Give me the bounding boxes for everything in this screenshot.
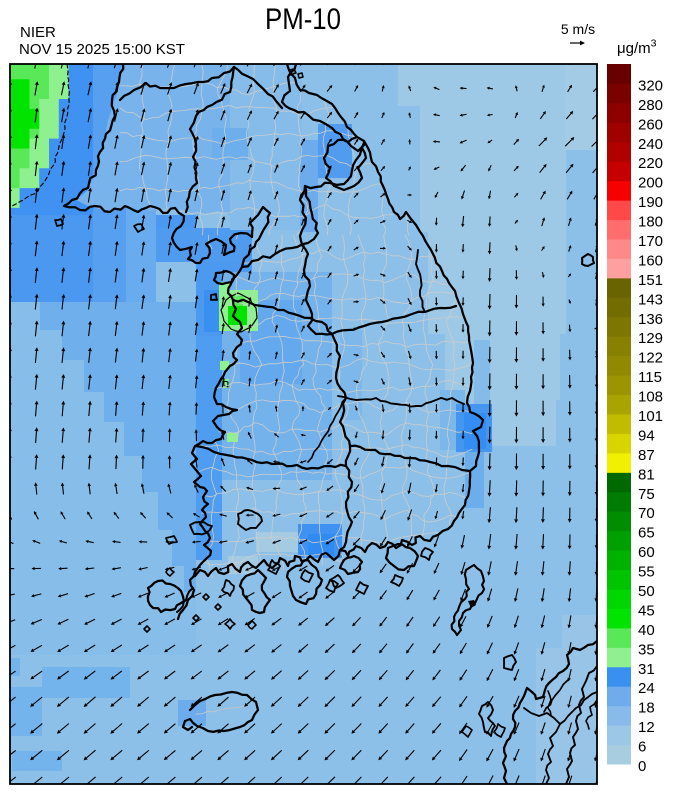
svg-text:81: 81 xyxy=(638,466,655,483)
svg-text:31: 31 xyxy=(638,661,655,678)
svg-text:136: 136 xyxy=(638,311,663,328)
svg-text:87: 87 xyxy=(638,447,655,464)
svg-text:35: 35 xyxy=(638,641,655,658)
svg-text:50: 50 xyxy=(638,583,655,600)
svg-text:160: 160 xyxy=(638,252,663,269)
svg-text:18: 18 xyxy=(638,700,655,717)
svg-text:70: 70 xyxy=(638,505,655,522)
svg-text:75: 75 xyxy=(638,486,655,503)
svg-text:143: 143 xyxy=(638,291,663,308)
svg-text:60: 60 xyxy=(638,544,655,561)
svg-text:200: 200 xyxy=(638,175,663,192)
svg-text:5 m/s: 5 m/s xyxy=(561,21,595,37)
svg-text:24: 24 xyxy=(638,680,655,697)
svg-text:240: 240 xyxy=(638,136,663,153)
svg-text:45: 45 xyxy=(638,602,655,619)
svg-text:0: 0 xyxy=(638,758,646,775)
svg-text:NIER: NIER xyxy=(20,24,56,41)
svg-text:94: 94 xyxy=(638,427,655,444)
svg-text:260: 260 xyxy=(638,116,663,133)
svg-text:65: 65 xyxy=(638,525,655,542)
svg-text:170: 170 xyxy=(638,233,663,250)
svg-text:μg/m3: μg/m3 xyxy=(617,38,657,58)
svg-text:115: 115 xyxy=(638,369,662,386)
svg-text:12: 12 xyxy=(638,719,655,736)
svg-text:55: 55 xyxy=(638,564,655,581)
svg-text:190: 190 xyxy=(638,194,663,211)
svg-text:6: 6 xyxy=(638,739,646,756)
svg-text:PM-10: PM-10 xyxy=(265,3,341,36)
svg-text:320: 320 xyxy=(638,77,663,94)
svg-text:101: 101 xyxy=(638,408,663,425)
svg-text:280: 280 xyxy=(638,97,663,114)
svg-text:108: 108 xyxy=(638,389,663,406)
svg-text:40: 40 xyxy=(638,622,655,639)
svg-text:129: 129 xyxy=(638,330,663,347)
svg-text:151: 151 xyxy=(638,272,663,289)
svg-text:122: 122 xyxy=(638,350,663,367)
svg-text:220: 220 xyxy=(638,155,663,172)
svg-text:180: 180 xyxy=(638,214,663,231)
svg-text:NOV 15 2025 15:00 KST: NOV 15 2025 15:00 KST xyxy=(19,41,185,58)
